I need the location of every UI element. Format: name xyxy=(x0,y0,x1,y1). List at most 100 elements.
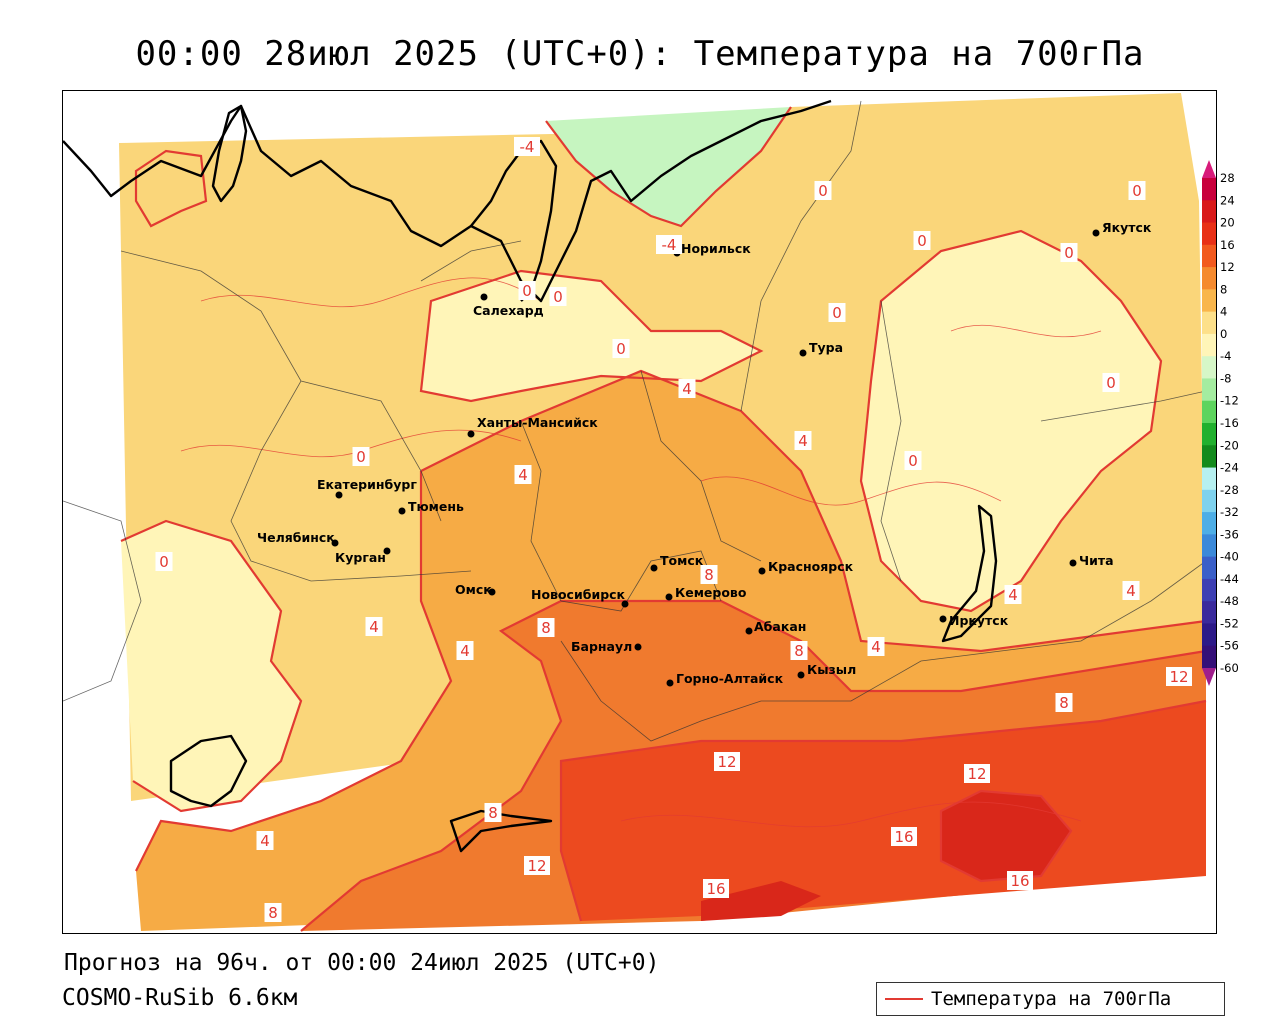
isotherm-line xyxy=(545,106,792,228)
isotherm-line xyxy=(300,599,1207,932)
isotherm-label: 0 xyxy=(1060,243,1078,262)
isotherm-label: 8 xyxy=(537,618,555,637)
isotherm-line xyxy=(420,369,1207,653)
svg-text:4: 4 xyxy=(260,832,270,850)
isotherm-label: 12 xyxy=(524,856,550,875)
legend-tick-label: -40 xyxy=(1220,550,1239,564)
legend-tick-label: 12 xyxy=(1220,260,1235,274)
city-norilsk: Норильск xyxy=(673,241,751,257)
svg-text:-4: -4 xyxy=(662,236,677,254)
legend-swatch xyxy=(1202,578,1216,602)
svg-text:8: 8 xyxy=(488,804,498,822)
legend-tick-label: 20 xyxy=(1220,216,1235,230)
zone-20 xyxy=(941,791,1071,881)
isotherm-label: 0 xyxy=(155,552,173,571)
svg-text:4: 4 xyxy=(1008,586,1018,604)
isotherm-key-line xyxy=(885,998,923,1000)
detail-line xyxy=(200,277,542,308)
isotherm-label: 4 xyxy=(514,465,532,484)
isotherm-label: 16 xyxy=(891,827,917,846)
isotherm-label: 0 xyxy=(1128,181,1146,200)
isotherm-label: 0 xyxy=(352,447,370,466)
isotherm-label: 4 xyxy=(456,641,474,660)
legend-tick-label: 4 xyxy=(1220,305,1227,319)
legend-swatch xyxy=(1202,200,1216,224)
detail-line xyxy=(700,476,1002,506)
svg-text:-4: -4 xyxy=(520,138,535,156)
city-novosibirsk: Новосибирск xyxy=(531,587,629,608)
isotherm-label: 0 xyxy=(518,281,536,300)
region-border xyxy=(640,370,762,562)
isotherm-label: 8 xyxy=(484,803,502,822)
city-label: Кемерово xyxy=(675,585,747,600)
city-label: Тюмень xyxy=(408,499,464,514)
legend-tick-label: 24 xyxy=(1220,193,1235,207)
city-label: Ханты-Мансийск xyxy=(477,415,598,430)
region-border xyxy=(230,380,472,582)
isotherm-label: 12 xyxy=(964,764,990,783)
legend-swatch xyxy=(1202,356,1216,379)
detail-line xyxy=(950,324,1102,338)
city-label: Омск xyxy=(455,582,492,597)
city-label: Абакан xyxy=(754,619,806,634)
legend-tick-label: -32 xyxy=(1220,505,1239,519)
svg-text:4: 4 xyxy=(798,432,808,450)
isotherm-label: 4 xyxy=(678,379,696,398)
coastlines xyxy=(63,99,998,853)
temperature-zones xyxy=(119,93,1206,931)
city-omsk: Омск xyxy=(455,582,496,597)
svg-text:8: 8 xyxy=(704,566,714,584)
detail-line xyxy=(620,801,1082,828)
city-kurgan: Курган xyxy=(335,547,391,565)
novaya-zemlya xyxy=(211,104,248,203)
svg-text:16: 16 xyxy=(1010,872,1029,890)
isotherm-label: -4 xyxy=(656,235,682,254)
city-kyzyl: Кызыл xyxy=(797,662,856,679)
zone-0-north xyxy=(421,271,761,401)
svg-text:0: 0 xyxy=(1064,244,1074,262)
region-border xyxy=(420,240,522,282)
svg-text:0: 0 xyxy=(616,340,626,358)
isotherm-label: 0 xyxy=(612,339,630,358)
city-label: Якутск xyxy=(1102,220,1152,235)
city-label: Иркутск xyxy=(949,613,1009,628)
city-label: Норильск xyxy=(681,241,751,256)
isotherm-label: 0 xyxy=(913,231,931,250)
svg-text:4: 4 xyxy=(460,642,470,660)
isotherm-label: 4 xyxy=(1004,585,1022,604)
svg-text:0: 0 xyxy=(553,288,563,306)
yamal-peninsula xyxy=(470,139,558,302)
legend-swatch xyxy=(1202,423,1216,446)
zone-20-south xyxy=(701,881,821,921)
isotherm-label: 0 xyxy=(1102,373,1120,392)
legend-swatch xyxy=(1202,601,1216,624)
city-irkutsk: Иркутск xyxy=(939,613,1009,628)
city-kemerovo: Кемерово xyxy=(665,585,747,601)
legend-swatch xyxy=(1202,534,1216,558)
legend-tick-label: -28 xyxy=(1220,483,1239,497)
city-label: Чита xyxy=(1079,553,1114,568)
legend-tick-label: -48 xyxy=(1220,594,1239,608)
svg-text:4: 4 xyxy=(1126,582,1136,600)
legend-swatch xyxy=(1202,623,1216,647)
legend-labels: 28 24 20 16 12 8 4 0 -4 -8 -12 -16 -20 -24 -28 -32 -36 -4… xyxy=(1220,171,1239,675)
isotherm-label: 12 xyxy=(1166,667,1192,686)
city-khanty-mansiysk: Ханты-Мансийск xyxy=(467,415,598,438)
legend-swatch xyxy=(1202,445,1216,469)
isotherm-label: 12 xyxy=(714,752,740,771)
isotherm-line xyxy=(559,699,1207,922)
city-gorno-altaysk: Горно-Алтайск xyxy=(666,671,784,687)
region-border xyxy=(560,560,1207,742)
isotherm-label: 0 xyxy=(828,303,846,322)
isotherm-label: 16 xyxy=(1007,871,1033,890)
city-yekaterinburg: Екатеринбург xyxy=(317,477,417,499)
zone-0-east xyxy=(861,231,1161,611)
svg-text:8: 8 xyxy=(794,642,804,660)
legend-tick-label: 16 xyxy=(1220,238,1235,252)
region-border xyxy=(740,100,862,412)
legend-tick-label: -16 xyxy=(1220,416,1239,430)
city-barnaul: Барнаул xyxy=(571,639,642,654)
svg-text:0: 0 xyxy=(159,553,169,571)
isotherm-label: 0 xyxy=(814,181,832,200)
isotherm-label: 8 xyxy=(1055,693,1073,712)
